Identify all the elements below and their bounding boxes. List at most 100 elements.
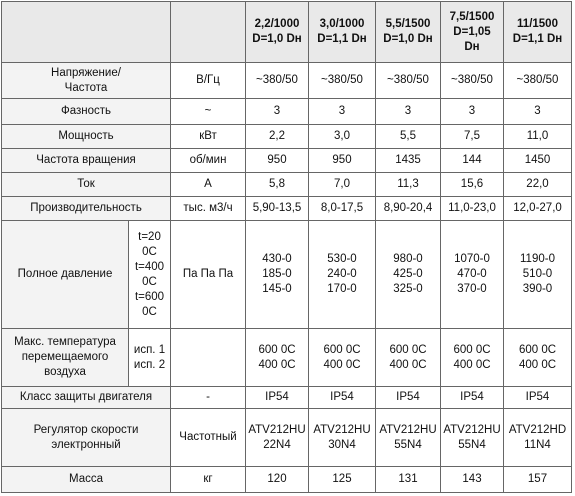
row-sub: t=20 0C t=400 0C t=600 0C: [128, 220, 171, 329]
value-cell: 3,0: [308, 124, 376, 149]
text-line: t=20: [138, 230, 161, 243]
text-line: Частотный: [179, 431, 237, 443]
text-line: ATV212HU: [248, 423, 306, 436]
header-cell: 5,5/1500 D=1,0 Dн: [375, 1, 441, 63]
text-line: 370-0: [457, 283, 487, 295]
value-cell: ATV212HU 55N4: [440, 408, 504, 467]
text-line: D=1,05: [453, 25, 491, 38]
data-row: Макс. температура перемещаемого воздуха исп…: [1, 328, 572, 387]
text-line: А: [204, 178, 212, 190]
text-line: 400 0C: [518, 358, 557, 371]
text-line: 3,0: [334, 130, 350, 142]
text-line: перемещаемого: [21, 351, 109, 363]
text-line: 600 0C: [258, 343, 296, 356]
text-line: 1190-0: [520, 253, 555, 265]
text-line: ~380/50: [387, 74, 429, 86]
data-row: Производительность тыс. м3/ч 5,90-13,5 8,0-…: [1, 196, 572, 221]
text-line: ATV212HD: [508, 423, 567, 436]
value-cell: IP54: [503, 386, 572, 409]
text-line: 600 0C: [453, 343, 491, 356]
text-line: 325-0: [393, 283, 423, 295]
value-cell: 12,0-27,0: [503, 196, 572, 221]
value-cell: ~380/50: [503, 62, 572, 99]
text-line: 2,2: [269, 130, 285, 142]
value-cell: 980-0 425-0 325-0: [375, 220, 441, 329]
text-line: Масса: [68, 473, 103, 485]
value-cell: 1070-0 470-0 370-0: [440, 220, 504, 329]
value-cell: 131: [375, 466, 441, 493]
text-line: 1450: [524, 154, 551, 166]
text-line: ~380/50: [451, 74, 493, 86]
text-line: Класс защиты двигателя: [19, 391, 153, 403]
text-line: Ток: [77, 178, 95, 190]
value-cell: IP54: [308, 386, 376, 409]
text-line: Полное давление: [17, 268, 113, 280]
value-cell: 143: [440, 466, 504, 493]
text-line: 11,0-23,0: [448, 202, 496, 214]
value-cell: ~380/50: [308, 62, 376, 99]
text-line: ATV212HU: [443, 423, 501, 436]
text-line: 240-0: [327, 268, 357, 280]
row-unit: ~: [170, 98, 246, 125]
text-line: 7,0: [334, 178, 350, 190]
text-line: 131: [398, 473, 418, 485]
text-line: 470-0: [457, 268, 487, 280]
text-line: 600 0C: [518, 343, 557, 356]
text-line: ~380/50: [321, 74, 363, 86]
text-line: 1070-0: [454, 253, 490, 265]
text-line: исп. 2: [133, 358, 166, 371]
text-line: электронный: [51, 438, 121, 451]
value-cell: 950: [308, 148, 376, 173]
value-cell: 5,8: [245, 172, 309, 197]
text-line: 8,0-17,5: [320, 202, 364, 214]
text-line: 400 0C: [453, 358, 491, 371]
text-line: 3: [338, 105, 346, 117]
header-cell: 11/1500 D=1,1 Dн: [503, 1, 572, 63]
text-line: Макс. температура: [14, 336, 116, 348]
text-line: тыс. м3/ч: [183, 202, 233, 214]
value-cell: 3: [245, 98, 309, 125]
data-row: Ток А 5,8 7,0 11,3 15,6 22,0: [1, 172, 572, 197]
text-line: Мощность: [58, 130, 114, 142]
text-line: 8,90-20,4: [383, 202, 433, 214]
text-line: 400 0C: [323, 358, 361, 371]
value-cell: 1450: [503, 148, 572, 173]
value-cell: 7,0: [308, 172, 376, 197]
text-line: 5,5/1500: [385, 18, 431, 30]
value-cell: 157: [503, 466, 572, 493]
value-cell: ATV212HD 11N4: [503, 408, 572, 467]
text-line: 7,5: [464, 130, 480, 142]
text-line: 3: [468, 105, 476, 117]
value-cell: 8,0-17,5: [308, 196, 376, 221]
value-cell: 950: [245, 148, 309, 173]
text-line: 185-0: [262, 268, 292, 280]
text-line: 120: [267, 473, 287, 485]
text-line: 5,5: [400, 130, 416, 142]
text-line: ~380/50: [256, 74, 298, 86]
row-label: Масса: [1, 466, 171, 493]
text-line: ~380/50: [516, 74, 559, 86]
row-label: Ток: [1, 172, 171, 197]
value-cell: 120: [245, 466, 309, 493]
value-cell: 430-0 185-0 145-0: [245, 220, 309, 329]
row-label: Регулятор скорости электронный: [1, 408, 171, 467]
data-row: Масса кг 120 125 131 143 157: [1, 466, 572, 493]
row-label: Частота вращения: [1, 148, 171, 173]
text-line: 1435: [395, 154, 421, 166]
value-cell: ~380/50: [375, 62, 441, 99]
data-row: Класс защиты двигателя - IP54 IP54 IP54 IP54 I…: [1, 386, 572, 409]
text-line: 3,0/1000: [319, 18, 365, 30]
text-line: 5,90-13,5: [252, 202, 302, 214]
text-line: 170-0: [327, 283, 357, 295]
text-line: 12,0-27,0: [513, 202, 562, 214]
text-line: 430-0: [262, 253, 292, 265]
value-cell: 2,2: [245, 124, 309, 149]
text-line: 600 0C: [323, 343, 361, 356]
text-line: D=1,0 Dн: [383, 33, 433, 45]
text-line: 11,3: [397, 178, 419, 190]
value-cell: 600 0C 400 0C: [503, 328, 572, 387]
data-row: Регулятор скорости электронный Частотный AT…: [1, 408, 572, 467]
text-line: 55N4: [458, 438, 486, 451]
text-line: t=400: [134, 260, 165, 273]
